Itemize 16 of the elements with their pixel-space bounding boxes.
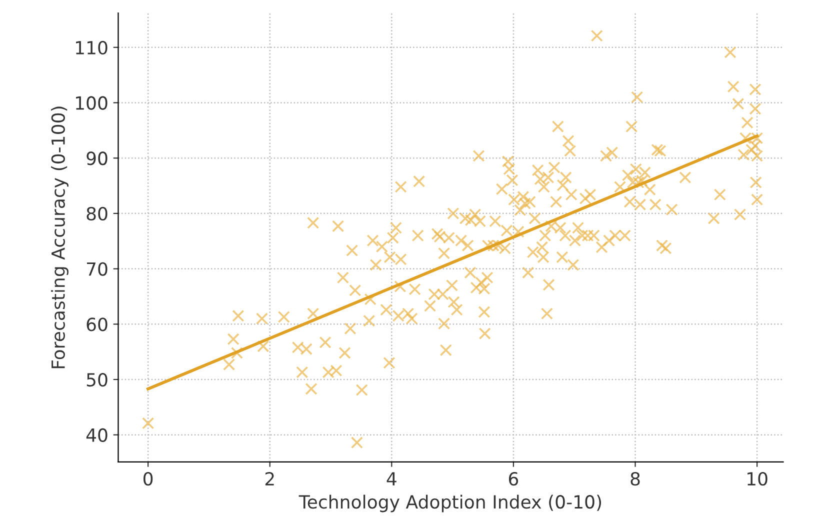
x-tick-label: 10 [748, 472, 768, 486]
y-tick-label: 50 [86, 372, 108, 387]
x-tick-label: 0 [144, 472, 153, 486]
y-tick-label: 80 [86, 206, 108, 221]
x-tick-label: 4 [386, 472, 396, 486]
y-tick-label: 40 [86, 428, 108, 442]
y-tick-label: 90 [86, 152, 108, 166]
x-tick-label: 2 [265, 472, 274, 486]
y-tick-label: 100 [76, 96, 108, 110]
y-tick-label: 110 [76, 40, 108, 54]
y-tick-label: 70 [87, 262, 108, 276]
x-axis-title: Technology Adoption Index (0-10) [298, 494, 602, 512]
y-tick-label: 60 [86, 318, 108, 332]
x-tick-label: 8 [630, 472, 640, 486]
y-axis-title: Forecasting Accuracy (0-100) [51, 106, 68, 368]
x-tick-label: 6 [508, 472, 518, 486]
